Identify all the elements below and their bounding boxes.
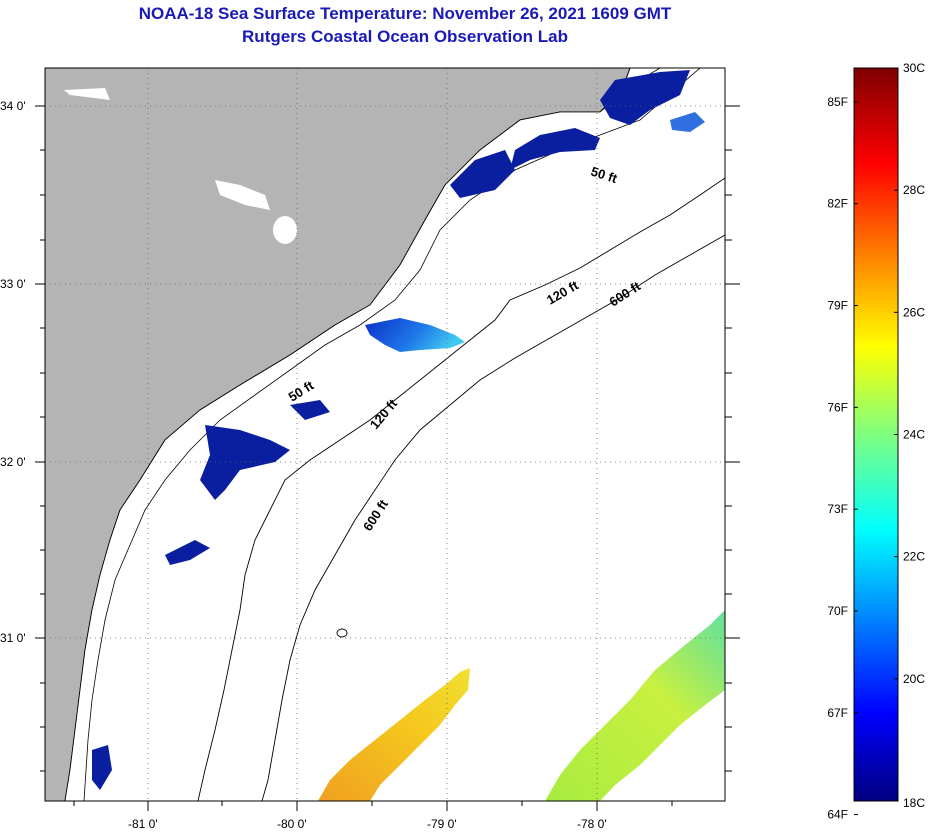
cold-water-patch xyxy=(450,150,515,198)
map-subtitle: Rutgers Coastal Ocean Observation Lab xyxy=(242,27,568,46)
colorbar-label-f: 73F xyxy=(827,502,848,516)
cool-water-plume xyxy=(365,318,465,352)
lon-label-80: -80 0' xyxy=(277,817,307,831)
inland-lake xyxy=(273,216,297,244)
inland-water-patch xyxy=(64,88,110,100)
cold-water-patch xyxy=(200,425,290,500)
cold-water-patch xyxy=(92,745,112,790)
lon-label-81: -81 0' xyxy=(128,817,158,831)
lon-label-79: -79 0' xyxy=(427,817,457,831)
colorbar-ticks xyxy=(854,67,898,816)
colorbar-label-c: 20C xyxy=(903,672,925,686)
colorbar-label-c: 18C xyxy=(903,796,925,810)
colorbar-label-c: 22C xyxy=(903,550,925,564)
inner-shelf-band xyxy=(64,68,701,801)
warm-water-patch xyxy=(318,668,470,801)
contour-120ft-line xyxy=(197,177,725,801)
colorbar-label-f: 82F xyxy=(827,197,848,211)
warm-water-patch xyxy=(545,610,725,801)
map-title: NOAA-18 Sea Surface Temperature: Novembe… xyxy=(138,4,672,23)
seamount-contour xyxy=(336,628,348,638)
lat-label-32: 32 0' xyxy=(0,455,26,469)
lat-label-31: 31 0' xyxy=(0,631,26,645)
colorbar-label-f: 85F xyxy=(827,95,848,109)
colorbar-labels: 30C 28C 26C 24C 22C 20C 18C 85F 82F 79F 76F 73F 70F 6… xyxy=(827,61,925,822)
cool-water-patch xyxy=(670,112,705,132)
colorbar-label-f: 76F xyxy=(827,400,848,414)
lat-ticks xyxy=(35,105,740,772)
cold-water-patch xyxy=(165,540,210,565)
colorbar-label-c: 26C xyxy=(903,305,925,319)
lon-label-78: -78 0' xyxy=(577,817,607,831)
inland-water-patch xyxy=(215,180,270,210)
colorbar-label-f: 79F xyxy=(827,299,848,313)
colorbar-label-f: 67F xyxy=(827,706,848,720)
colorbar-label-f: 70F xyxy=(827,604,848,618)
cold-water-patch xyxy=(600,70,690,125)
cold-water-patch xyxy=(510,128,600,170)
temperature-colorbar xyxy=(853,67,899,802)
cold-water-patch xyxy=(290,400,330,420)
colorbar-label-c: 28C xyxy=(903,183,925,197)
colorbar-label-f: 64F xyxy=(827,808,848,822)
colorbar-label-c: 24C xyxy=(903,428,925,442)
contour-600ft-line xyxy=(261,234,725,801)
lon-ticks xyxy=(73,801,673,811)
latlon-grid xyxy=(45,68,725,801)
lat-label-34: 34 0' xyxy=(0,99,26,113)
lat-label-33: 33 0' xyxy=(0,277,26,291)
map-frame xyxy=(44,67,726,802)
colorbar-label-c: 30C xyxy=(903,61,925,75)
